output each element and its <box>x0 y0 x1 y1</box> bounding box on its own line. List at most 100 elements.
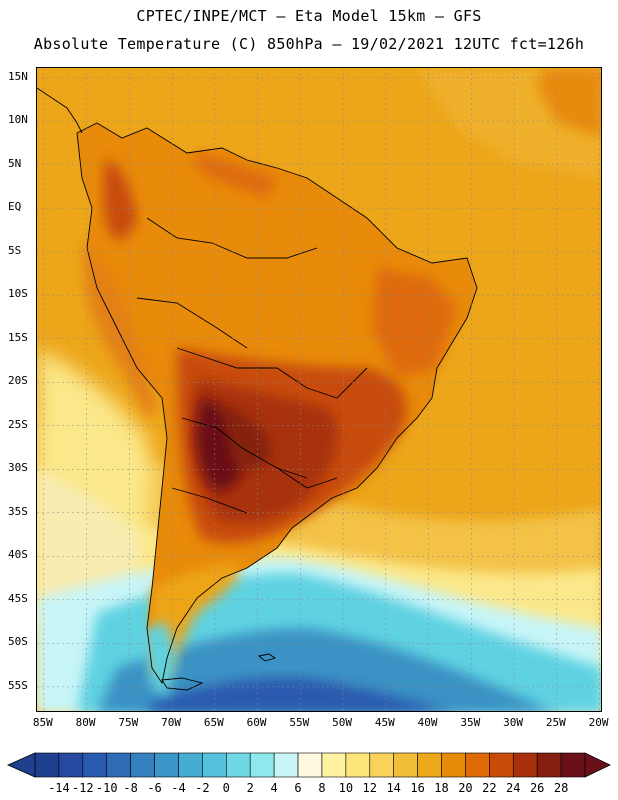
colorbar-cell <box>345 752 371 778</box>
temperature-map <box>36 67 602 712</box>
coastline-south-america <box>76 122 478 685</box>
colorbar-cell <box>512 752 538 778</box>
colorbar-cell <box>130 752 155 778</box>
colorbar-cell <box>154 752 179 778</box>
colorbar-cell <box>441 752 466 778</box>
colorbar-label: -12 <box>71 781 94 795</box>
hottest-core-2 <box>222 408 272 469</box>
central-america-coast <box>37 87 83 134</box>
colorbar-label: -14 <box>48 781 70 795</box>
longitude-label: 40W <box>417 716 438 729</box>
falklands-islands <box>257 653 277 662</box>
longitude-label: 25W <box>545 716 566 729</box>
colorbar-label: 10 <box>338 781 354 795</box>
atlantic-hot-spot <box>537 68 601 138</box>
colorbar-cell <box>369 752 394 778</box>
colorbar-label: 8 <box>318 781 326 795</box>
longitude-label: 45W <box>374 716 395 729</box>
colorbar-label: 26 <box>529 781 545 795</box>
colorbar-cell <box>58 752 84 778</box>
colorbar-left-arrow <box>7 752 36 778</box>
border-line-2 <box>136 297 248 349</box>
colorbar-label: 0 <box>222 781 230 795</box>
colorbar-cell <box>226 752 251 778</box>
latitude-label: 55S <box>8 678 28 692</box>
latitude-label: 40S <box>8 548 28 562</box>
colorbar-label: -6 <box>147 781 162 795</box>
colorbar-label: 16 <box>410 781 425 795</box>
colorbar-cell <box>321 752 347 778</box>
colorbar-cell <box>417 752 442 778</box>
latitude-label: 15N <box>8 69 28 83</box>
colorbar-cell <box>489 752 514 778</box>
east-brazil-hot <box>372 268 457 378</box>
colorbar-cell <box>560 752 586 778</box>
longitude-label: 60W <box>246 716 267 729</box>
chart-title-line1: CPTEC/INPE/MCT – Eta Model 15km – GFS <box>136 7 482 25</box>
colorbar-label: 28 <box>553 781 569 795</box>
colorbar-label: -2 <box>195 781 210 795</box>
latitude-label: 5N <box>8 156 22 170</box>
latitude-label: 35S <box>8 504 28 518</box>
colorbar-label: 4 <box>270 781 278 795</box>
chart-title-line2: Absolute Temperature (C) 850hPa – 19/02/… <box>33 35 585 53</box>
colorbar-right-arrow <box>584 752 611 778</box>
venezuela-hot <box>197 153 277 198</box>
colorbar-cells <box>34 752 586 778</box>
latitude-label: 10N <box>8 113 28 127</box>
longitude-label: 75W <box>118 716 139 729</box>
graticule <box>37 68 601 711</box>
longitude-label: 85W <box>32 716 53 729</box>
colorbar-cell <box>465 752 490 778</box>
colorbar-label: 6 <box>294 781 302 795</box>
map-canvas <box>37 68 601 711</box>
colorbar-label: -4 <box>171 781 186 795</box>
latitude-label: 45S <box>8 591 28 605</box>
longitude-label: 50W <box>332 716 353 729</box>
colorbar-label: 24 <box>506 781 521 795</box>
tierra-del-fuego <box>161 677 204 691</box>
border-line-3 <box>176 347 308 389</box>
border-line-6 <box>306 367 368 399</box>
colorbar-label: 12 <box>362 781 377 795</box>
colorbar-cell <box>178 752 203 778</box>
border-line-5 <box>171 487 248 514</box>
andes-west-slope <box>82 238 157 418</box>
colorbar-label: 20 <box>458 781 473 795</box>
latitude-label: 25S <box>8 417 28 431</box>
latitude-label: 30S <box>8 461 28 475</box>
colorbar-label: 18 <box>434 781 449 795</box>
colorbar-label: -10 <box>95 781 118 795</box>
longitude-label: 55W <box>289 716 310 729</box>
latitude-label: 20S <box>8 374 28 388</box>
colorbar-label: -8 <box>123 781 138 795</box>
latitude-label: EQ <box>8 200 22 214</box>
colorbar-label: 14 <box>386 781 401 795</box>
coastlines <box>37 87 478 691</box>
colorbar-cell <box>106 752 131 778</box>
colorbar-cell <box>297 752 323 778</box>
longitude-label: 30W <box>503 716 524 729</box>
longitude-label: 20W <box>588 716 609 729</box>
longitude-label: 80W <box>75 716 96 729</box>
latitude-label: 15S <box>8 330 28 344</box>
longitude-label: 70W <box>161 716 182 729</box>
longitude-label: 35W <box>460 716 481 729</box>
colorbar-cell <box>34 752 60 778</box>
latitude-label: 10S <box>8 287 28 301</box>
colorbar-cell <box>273 752 299 778</box>
colorbar-cell <box>393 752 418 778</box>
latitude-label: 50S <box>8 635 28 649</box>
colorbar-cell <box>536 752 562 778</box>
andes-north-hot <box>103 158 137 239</box>
latitude-label: 5S <box>8 243 22 257</box>
colorbar-cell <box>202 752 227 778</box>
southern-darkblue-core <box>148 677 450 711</box>
longitude-label: 65W <box>203 716 224 729</box>
border-line-4 <box>181 417 308 479</box>
colorbar-cell <box>82 752 108 778</box>
colorbar-cell <box>249 752 275 778</box>
colorbar-label: 2 <box>246 781 254 795</box>
border-line-7 <box>276 467 338 489</box>
colorbar-label: 22 <box>482 781 497 795</box>
